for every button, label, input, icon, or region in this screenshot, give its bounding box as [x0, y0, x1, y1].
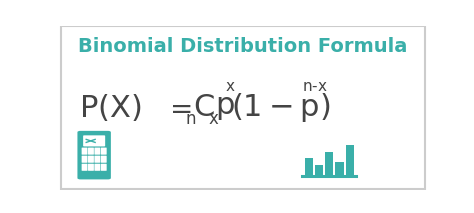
Bar: [346, 145, 354, 176]
FancyBboxPatch shape: [82, 156, 88, 163]
Bar: [305, 158, 313, 176]
Text: Binomial Distribution Formula: Binomial Distribution Formula: [78, 37, 408, 56]
Text: $=$: $=$: [164, 94, 191, 122]
FancyBboxPatch shape: [101, 156, 107, 163]
Text: $\mathsf{C}$: $\mathsf{C}$: [193, 93, 215, 122]
FancyBboxPatch shape: [94, 148, 100, 155]
FancyBboxPatch shape: [88, 156, 94, 163]
FancyBboxPatch shape: [101, 148, 107, 155]
FancyBboxPatch shape: [83, 135, 105, 146]
Text: $\mathsf{(1-p)}$: $\mathsf{(1-p)}$: [231, 91, 330, 124]
FancyBboxPatch shape: [88, 164, 94, 171]
FancyBboxPatch shape: [101, 164, 107, 171]
Text: $\mathsf{x}$: $\mathsf{x}$: [225, 79, 236, 94]
Bar: [315, 165, 323, 176]
FancyBboxPatch shape: [82, 164, 88, 171]
Text: $\mathsf{n}$: $\mathsf{n}$: [185, 110, 196, 128]
Text: $\mathsf{n\text{-}x}$: $\mathsf{n\text{-}x}$: [301, 79, 328, 94]
FancyBboxPatch shape: [82, 148, 88, 155]
Bar: [336, 162, 344, 176]
Text: $\mathsf{x}$: $\mathsf{x}$: [208, 110, 219, 128]
Text: $\mathsf{p}$: $\mathsf{p}$: [215, 93, 235, 122]
FancyBboxPatch shape: [94, 164, 100, 171]
FancyBboxPatch shape: [94, 156, 100, 163]
Bar: [325, 152, 333, 176]
FancyBboxPatch shape: [88, 148, 94, 155]
FancyBboxPatch shape: [61, 26, 425, 189]
Text: $\mathsf{P(X)}$: $\mathsf{P(X)}$: [80, 92, 142, 123]
FancyBboxPatch shape: [77, 131, 111, 179]
